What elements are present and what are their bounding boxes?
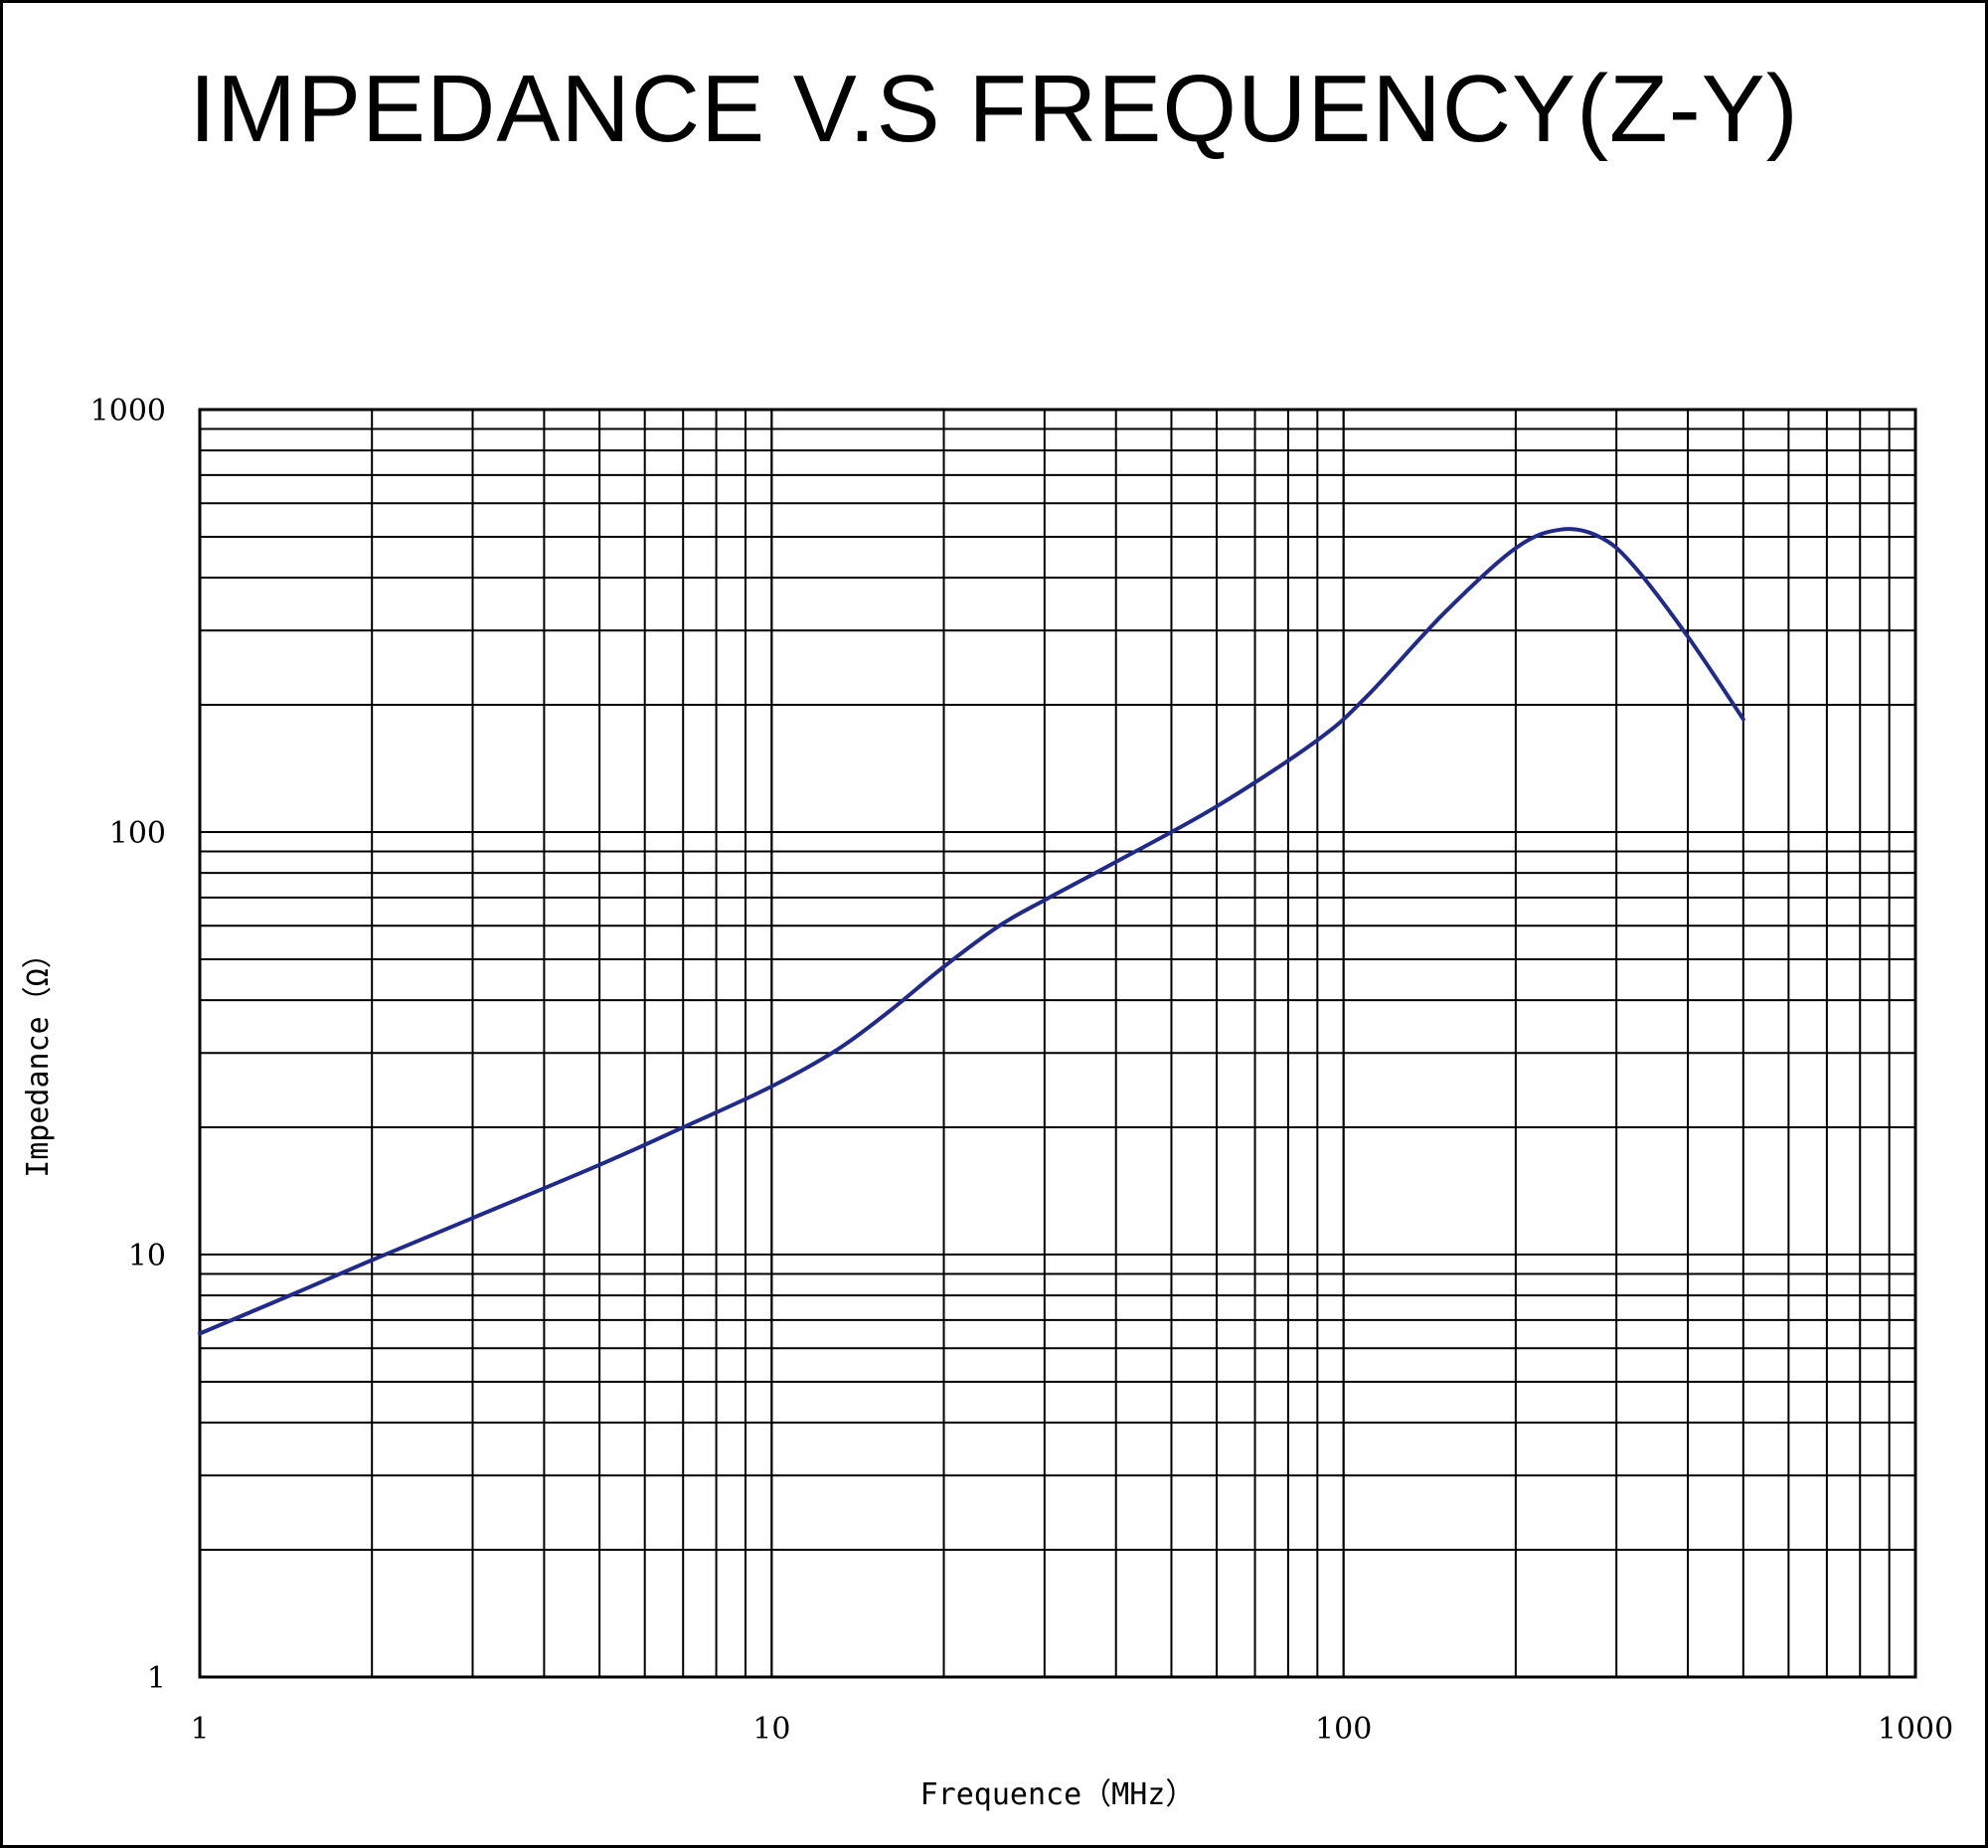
impedance-curve [198, 527, 1745, 1336]
chart-title: IMPEDANCE V.S FREQUENCY(Z-Y) [189, 56, 1799, 162]
y-tick-label: 10 [128, 1239, 166, 1273]
x-axis-label: Frequence（MHz） [920, 1777, 1196, 1812]
y-tick-label: 100 [109, 816, 166, 851]
x-tick-label: 1 [190, 1712, 209, 1747]
x-tick-label: 100 [1315, 1712, 1372, 1747]
plot-border [198, 408, 1917, 1679]
chart-grid [199, 409, 1916, 1678]
y-axis-label: Impedance（Ω） [21, 938, 56, 1178]
y-tick-label: 1000 [90, 394, 166, 428]
y-tick-label: 1 [147, 1661, 166, 1696]
x-tick-label: 1000 [1878, 1712, 1953, 1747]
y-tick-labels: 1 10 100 1000 [90, 394, 166, 1696]
x-tick-label: 10 [752, 1712, 790, 1747]
x-tick-labels: 1 10 100 1000 [190, 1712, 1953, 1747]
